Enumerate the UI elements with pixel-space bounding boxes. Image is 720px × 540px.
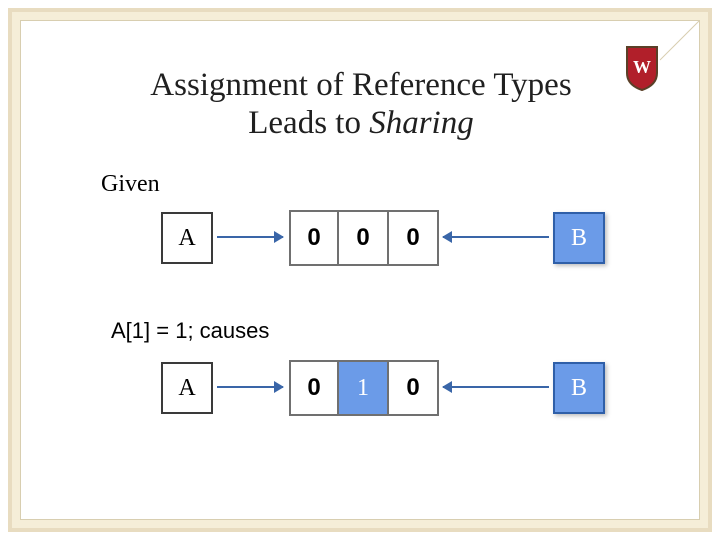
logo-letter: W bbox=[633, 57, 651, 77]
arrow-B-to-array bbox=[443, 386, 549, 388]
array-cell-2: 0 bbox=[389, 360, 439, 416]
slide-inner-frame: W Assignment of Reference Types Leads to… bbox=[20, 20, 700, 520]
uw-crest-logo: W bbox=[625, 45, 659, 91]
title-line1: Assignment of Reference Types bbox=[150, 67, 571, 103]
given-label: Given bbox=[101, 171, 701, 198]
var-A-box: A bbox=[161, 212, 213, 264]
array-cell-0: 0 bbox=[289, 360, 339, 416]
var-A-box: A bbox=[161, 362, 213, 414]
array-cell-0: 0 bbox=[289, 210, 339, 266]
var-A-label: A bbox=[178, 375, 195, 402]
array-cell-1-highlighted: 1 bbox=[339, 360, 389, 416]
diagram-row-before: A 0 0 0 B bbox=[161, 206, 701, 276]
var-B-box: B bbox=[553, 212, 605, 264]
slide-title: Assignment of Reference Types Leads to S… bbox=[21, 67, 701, 143]
var-A-label: A bbox=[178, 225, 195, 252]
array-cell-1: 0 bbox=[339, 210, 389, 266]
arrow-A-to-array bbox=[217, 236, 283, 238]
arrow-A-to-array bbox=[217, 386, 283, 388]
arrow-B-to-array bbox=[443, 236, 549, 238]
var-B-box: B bbox=[553, 362, 605, 414]
causes-label: A[1] = 1; causes bbox=[111, 318, 701, 344]
title-line2-pre: Leads to bbox=[248, 105, 369, 141]
array-cell-2: 0 bbox=[389, 210, 439, 266]
var-B-label: B bbox=[571, 375, 587, 402]
title-line2-italic: Sharing bbox=[369, 105, 474, 141]
var-B-label: B bbox=[571, 225, 587, 252]
diagram-row-after: A 0 1 0 B bbox=[161, 356, 701, 426]
slide-content: Given A 0 0 0 B A[1] = 1; causes A 0 1 0 bbox=[21, 171, 701, 426]
corner-cut bbox=[661, 21, 699, 59]
